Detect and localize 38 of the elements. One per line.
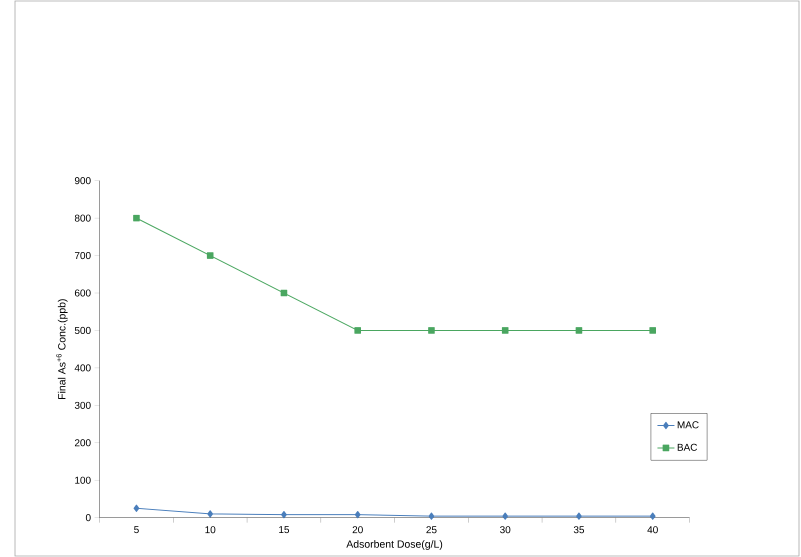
point [428, 512, 434, 520]
x-tick-label: 5 [134, 526, 139, 534]
x-tick-label: 30 [500, 526, 510, 534]
x-tick-label: 15 [279, 526, 290, 534]
point [650, 512, 656, 520]
y-tick-label: 100 [75, 476, 91, 484]
legend-label: MAC [678, 421, 699, 428]
point [281, 510, 287, 518]
point [649, 327, 656, 334]
y-tick-label: 500 [74, 326, 91, 334]
point [354, 327, 361, 334]
x-tick-label: 35 [574, 526, 584, 534]
point [428, 327, 435, 334]
point [207, 510, 214, 518]
x-tick-label: 20 [352, 526, 363, 534]
point [134, 504, 140, 512]
y-tick-label: 600 [74, 289, 91, 297]
y-axis-title: Final As$^{+6}$ Conc.(ppb) [56, 299, 68, 399]
y-tick-label: 900 [74, 177, 91, 184]
point [354, 510, 361, 518]
x-tick-label: 25 [426, 526, 437, 534]
y-tick-label: 300 [74, 402, 91, 409]
y-tick-label: 0 [86, 514, 91, 522]
point [576, 512, 582, 520]
y-tick-label: 800 [74, 214, 91, 222]
x-axis-title: Adsorbent Dose(g/L) [346, 540, 442, 550]
y-tick-label: 200 [74, 439, 91, 446]
x-tick-label: 40 [647, 526, 658, 534]
x-tick-label: 10 [205, 526, 216, 534]
legend-label: BAC [678, 444, 698, 451]
point [206, 252, 214, 259]
point [133, 214, 140, 222]
y-tick-label: 400 [74, 364, 91, 372]
point [576, 327, 582, 334]
point [280, 290, 288, 296]
y-tick-label: 700 [74, 252, 91, 260]
point [502, 327, 508, 334]
point [502, 512, 508, 520]
